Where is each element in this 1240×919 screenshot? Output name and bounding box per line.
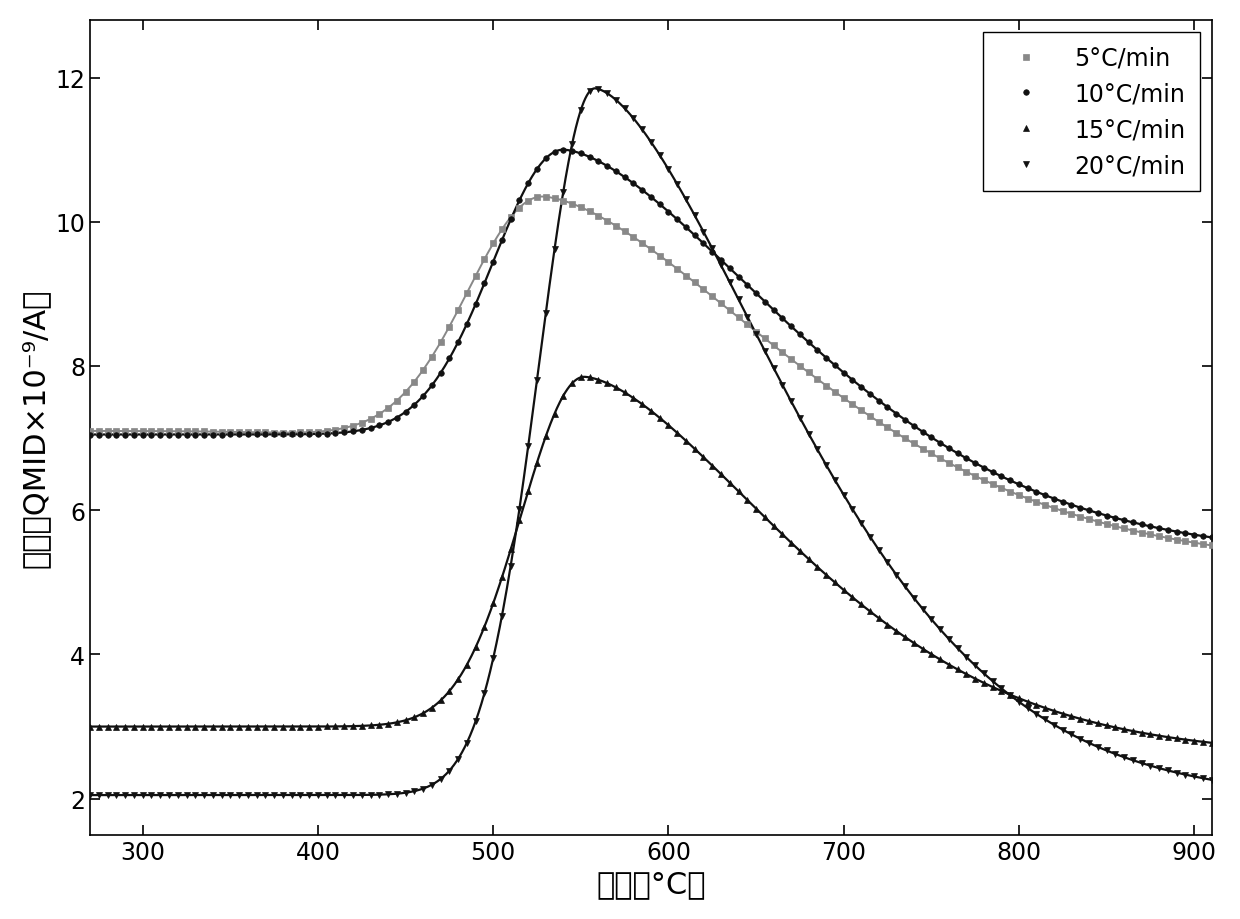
15°C/min	[678, 436, 693, 447]
20°C/min	[83, 789, 98, 800]
10°C/min	[389, 413, 404, 424]
10°C/min	[976, 462, 991, 473]
20°C/min	[1204, 775, 1219, 786]
15°C/min	[1073, 713, 1087, 724]
10°C/min	[1073, 503, 1087, 514]
5°C/min	[1204, 540, 1219, 551]
Line: 5°C/min: 5°C/min	[87, 195, 1214, 549]
20°C/min	[758, 346, 773, 357]
20°C/min	[135, 789, 150, 800]
5°C/min	[83, 425, 98, 437]
10°C/min	[83, 429, 98, 440]
10°C/min	[758, 297, 773, 308]
Line: 15°C/min: 15°C/min	[87, 375, 1214, 746]
20°C/min	[976, 668, 991, 679]
10°C/min	[1204, 532, 1219, 543]
5°C/min	[389, 396, 404, 407]
Line: 10°C/min: 10°C/min	[87, 148, 1214, 540]
Y-axis label: 强度（QMID×10⁻⁹/A）: 强度（QMID×10⁻⁹/A）	[21, 289, 50, 567]
10°C/min	[678, 222, 693, 233]
Legend: 5°C/min, 10°C/min, 15°C/min, 20°C/min: 5°C/min, 10°C/min, 15°C/min, 20°C/min	[982, 32, 1200, 192]
15°C/min	[758, 512, 773, 523]
10°C/min	[135, 429, 150, 440]
15°C/min	[83, 721, 98, 732]
X-axis label: 温度（°C）: 温度（°C）	[596, 869, 706, 898]
15°C/min	[389, 717, 404, 728]
10°C/min	[556, 145, 570, 156]
15°C/min	[1204, 737, 1219, 748]
20°C/min	[389, 789, 404, 800]
5°C/min	[1073, 512, 1087, 523]
15°C/min	[573, 372, 588, 383]
15°C/min	[976, 677, 991, 688]
5°C/min	[538, 192, 553, 203]
5°C/min	[758, 334, 773, 345]
5°C/min	[976, 475, 991, 486]
20°C/min	[1073, 733, 1087, 744]
5°C/min	[135, 426, 150, 437]
5°C/min	[678, 271, 693, 282]
20°C/min	[591, 85, 606, 96]
20°C/min	[678, 195, 693, 206]
Line: 20°C/min: 20°C/min	[87, 87, 1214, 798]
15°C/min	[135, 721, 150, 732]
